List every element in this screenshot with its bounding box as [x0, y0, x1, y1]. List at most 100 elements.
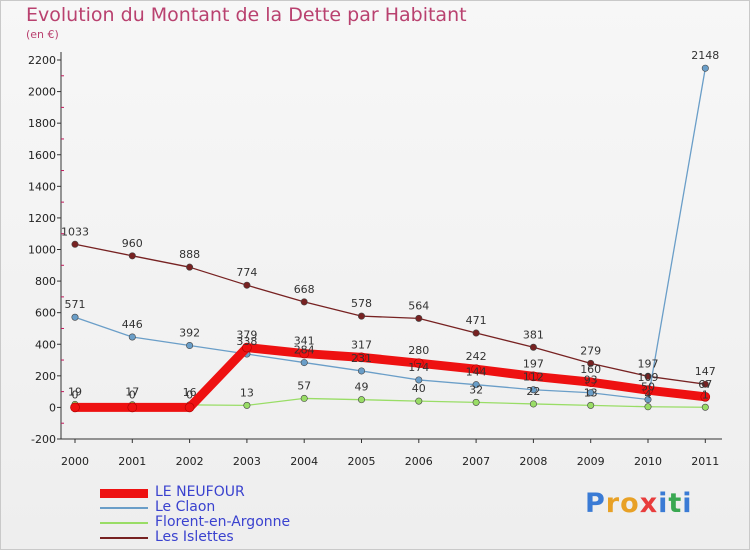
data-label-florent-en-argonne: 40: [412, 382, 426, 395]
legend-label: LE NEUFOUR: [155, 484, 245, 500]
data-point-le-neufour: [528, 371, 539, 382]
data-label-les-islettes: 668: [294, 283, 315, 296]
x-tick-label: 2008: [519, 455, 547, 468]
data-point-le-claon: [644, 396, 652, 404]
data-label-florent-en-argonne: 1: [702, 388, 709, 401]
data-point-les-islettes: [357, 312, 365, 320]
x-tick-label: 2001: [118, 455, 146, 468]
legend-swatch: [100, 488, 148, 498]
data-label-le-neufour: 67: [698, 378, 712, 391]
data-point-florent-en-argonne: [644, 403, 652, 411]
data-label-le-neufour: 0: [186, 388, 193, 401]
data-label-le-claon: 112: [523, 371, 544, 384]
data-label-le-neufour: 280: [408, 344, 429, 357]
series-line-le-claon: [74, 67, 706, 401]
data-point-le-claon: [472, 381, 480, 389]
legend-swatch: [100, 507, 148, 509]
data-point-les-islettes: [529, 343, 537, 351]
x-tick-label: 2011: [691, 455, 719, 468]
x-tick-label: 2007: [462, 455, 490, 468]
data-label-le-neufour: 341: [294, 335, 315, 348]
data-point-le-claon: [587, 389, 595, 397]
data-point-florent-en-argonne: [472, 398, 480, 406]
data-label-le-neufour: 0: [72, 388, 79, 401]
data-point-les-islettes: [472, 329, 480, 337]
logo-letter: i: [682, 488, 693, 519]
data-point-le-neufour: [70, 402, 80, 413]
data-label-le-claon: 2148: [691, 49, 719, 62]
data-label-les-islettes: 147: [695, 365, 716, 378]
x-tick-label: 2004: [290, 455, 318, 468]
data-point-le-claon: [357, 367, 365, 375]
data-point-le-neufour: [242, 342, 252, 353]
y-tick-label: 1000: [28, 244, 56, 257]
data-label-florent-en-argonne: 16: [183, 386, 197, 399]
data-label-florent-en-argonne: 19: [68, 385, 82, 398]
data-point-les-islettes: [587, 359, 595, 367]
y-tick-label: 1600: [28, 149, 56, 162]
data-point-les-islettes: [300, 298, 308, 306]
data-label-les-islettes: 564: [408, 299, 429, 312]
brand-logo: Proxiti: [585, 488, 693, 519]
x-tick-label: 2002: [176, 455, 204, 468]
chart-title: Evolution du Montant de la Dette par Hab…: [26, 4, 467, 26]
legend-swatch: [100, 522, 148, 524]
data-label-le-claon: 392: [179, 327, 200, 340]
data-point-florent-en-argonne: [529, 400, 537, 408]
data-label-le-neufour: 197: [523, 357, 544, 370]
data-point-le-neufour: [413, 358, 424, 369]
data-label-le-claon: 284: [294, 344, 315, 357]
data-label-le-claon: 446: [122, 318, 143, 331]
data-label-les-islettes: 774: [236, 266, 257, 279]
logo-letter: t: [668, 488, 683, 519]
legend-swatch: [100, 537, 148, 539]
data-label-le-claon: 50: [641, 381, 655, 394]
data-label-florent-en-argonne: 57: [297, 379, 311, 392]
data-label-le-neufour: 379: [236, 329, 257, 342]
logo-letter: x: [639, 488, 659, 519]
data-label-le-claon: 174: [408, 361, 429, 374]
data-point-le-claon: [415, 376, 423, 384]
legend-label: Le Claon: [155, 499, 216, 515]
y-tick-label: 1400: [28, 180, 56, 193]
data-label-le-neufour: 242: [466, 350, 487, 363]
chart-subtitle: (en €): [26, 28, 59, 41]
data-point-le-claon: [300, 359, 308, 367]
data-label-le-claon: 93: [584, 374, 598, 387]
data-point-les-islettes: [186, 263, 194, 271]
data-point-le-neufour: [184, 402, 195, 413]
data-point-florent-en-argonne: [357, 396, 365, 404]
x-tick-label: 2009: [577, 455, 605, 468]
data-point-le-claon: [186, 342, 194, 350]
data-point-florent-en-argonne: [415, 397, 423, 405]
data-label-le-neufour: 317: [351, 338, 372, 351]
data-label-le-claon: 571: [65, 298, 86, 311]
logo-letter: P: [585, 488, 606, 519]
data-label-les-islettes: 960: [122, 237, 143, 250]
data-label-le-neufour: 0: [129, 388, 136, 401]
data-label-florent-en-argonne: 22: [526, 385, 540, 398]
data-point-les-islettes: [415, 314, 423, 322]
data-label-florent-en-argonne: 4: [645, 388, 652, 401]
data-label-les-islettes: 471: [466, 314, 487, 327]
y-tick-label: 0: [49, 401, 56, 414]
data-point-les-islettes: [644, 372, 652, 380]
y-tick-label: 1200: [28, 212, 56, 225]
y-tick-label: 800: [35, 275, 56, 288]
y-tick-label: 2000: [28, 86, 56, 99]
data-point-le-claon: [529, 386, 537, 394]
data-label-le-neufour: 109: [638, 371, 659, 384]
series-line-le-neufour: [70, 343, 710, 412]
y-tick-label: 1800: [28, 117, 56, 130]
data-point-le-neufour: [585, 377, 596, 387]
data-point-les-islettes: [701, 380, 709, 388]
data-label-florent-en-argonne: 13: [584, 386, 598, 399]
data-label-le-claon: 338: [236, 335, 257, 348]
data-point-le-neufour: [700, 392, 711, 402]
data-point-florent-en-argonne: [587, 401, 595, 409]
data-label-le-neufour: 160: [580, 363, 601, 376]
data-label-les-islettes: 888: [179, 248, 200, 261]
data-point-le-neufour: [643, 385, 653, 396]
